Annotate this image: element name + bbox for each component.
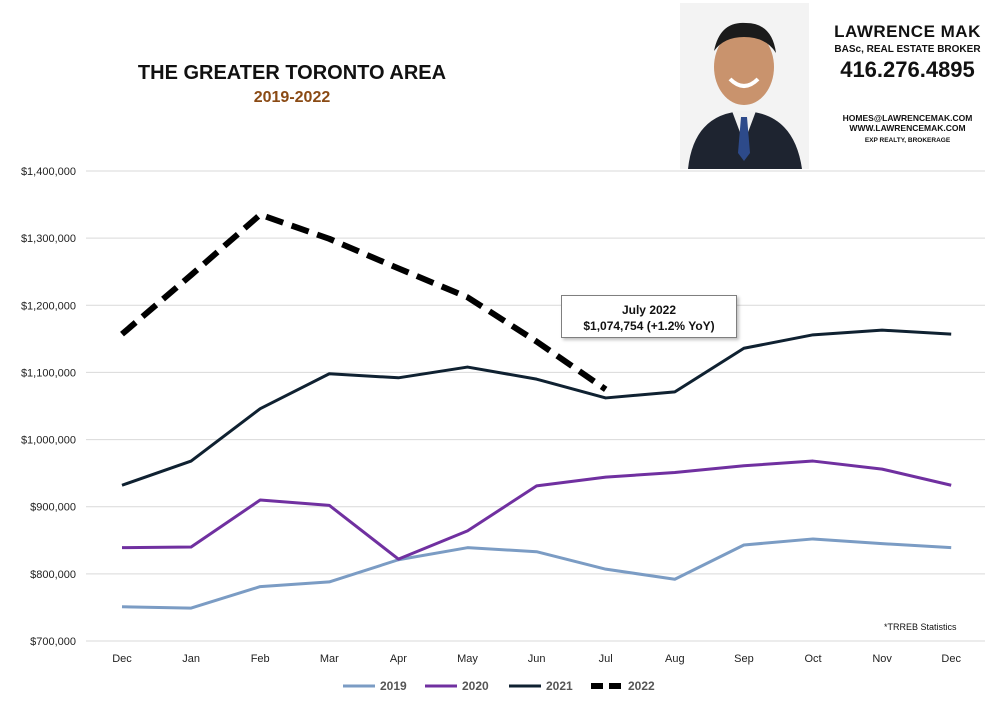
x-tick-label: Feb [251,653,270,665]
legend-label-2022: 2022 [628,679,655,693]
y-axis-ticks: $700,000 $800,000 $900,000 $1,000,000 $1,100… [21,166,76,648]
agent-email: HOMES@LAWRENCEMAK.COM [842,113,973,123]
y-tick-label: $1,300,000 [21,233,76,245]
x-tick-label: Apr [390,653,407,665]
series-lines [120,211,952,610]
legend-label-2020: 2020 [462,679,489,693]
y-tick-label: $1,100,000 [21,367,76,379]
x-axis-ticks: Dec Jan Feb Mar Apr May Jun Jul Aug Sep Oct Nov Dec [112,653,961,665]
y-tick-label: $800,000 [30,569,76,581]
agent-role: BASc, REAL ESTATE BROKER [834,44,981,55]
y-tick-label: $1,400,000 [21,166,76,178]
callout-title: July 2022 [621,303,677,317]
x-tick-label: Nov [872,653,892,665]
source-note: *TRREB Statistics [884,622,957,632]
grid-lines [86,170,985,642]
y-tick-label: $700,000 [30,636,76,648]
y-tick-label: $1,000,000 [21,435,76,447]
legend-label-2021: 2021 [546,679,573,693]
x-tick-label: Sep [734,653,754,665]
x-tick-label: Jul [599,653,613,665]
series-2019-line [121,537,952,610]
x-tick-label: Jan [182,653,200,665]
chart-title: THE GREATER TORONTO AREA [137,62,447,84]
agent-website: WWW.LAWRENCEMAK.COM [849,123,966,133]
x-tick-label: Jun [528,653,546,665]
callout-value: $1,074,754 (+1.2% YoY) [583,319,715,333]
y-tick-label: $900,000 [30,502,76,514]
x-tick-label: Oct [804,653,821,665]
x-tick-label: Aug [665,653,685,665]
x-tick-label: Dec [941,653,961,665]
chart-subtitle: 2019-2022 [253,89,331,106]
agent-photo [680,3,809,169]
series-2020-line [121,459,952,561]
legend: 2019 2020 2021 2022 [343,679,655,693]
agent-phone: 416.276.4895 [840,57,975,82]
legend-label-2019: 2019 [380,679,407,693]
y-tick-label: $1,200,000 [21,300,76,312]
july-2022-callout: July 2022 $1,074,754 (+1.2% YoY) [561,295,737,338]
series-2022-line [120,211,608,392]
x-tick-label: May [457,653,478,665]
x-tick-label: Mar [320,653,339,665]
agent-card: LAWRENCE MAK BASc, REAL ESTATE BROKER 41… [820,22,995,144]
series-2021-line [121,328,952,487]
x-tick-label: Dec [112,653,132,665]
agent-brokerage: EXP REALTY, BROKERAGE [864,137,951,144]
agent-name: LAWRENCE MAK [834,22,981,41]
